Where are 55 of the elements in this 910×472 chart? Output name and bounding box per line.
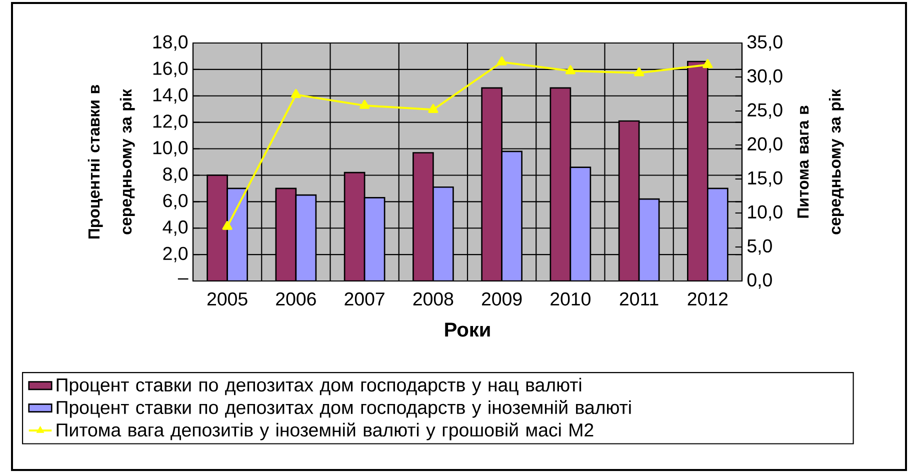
- y2-tick-label: 15,0: [748, 171, 782, 187]
- y-axis-title: Процентні ставки в середньому за рік: [88, 85, 135, 239]
- y-tick-label: 10,0: [153, 141, 188, 156]
- bar: [344, 172, 365, 281]
- x-tick-label: 2011: [620, 292, 658, 306]
- y-tick-label: 2,0: [163, 246, 188, 262]
- legend-label: Питома вага депозитів у іноземній валюті у грошовій масі М2: [56, 422, 594, 440]
- x-tick-label: 2007: [344, 292, 384, 306]
- bar: [550, 88, 570, 281]
- bar: [687, 60, 708, 281]
- bar: [482, 88, 502, 281]
- bar: [570, 167, 590, 281]
- legend-label: Процент ставки по депозитах дом господарств у іноземній валюті: [56, 400, 631, 418]
- x-tick-label: 2006: [276, 292, 316, 306]
- y-tick-label: –: [178, 278, 188, 280]
- bar: [296, 195, 316, 281]
- bar: [413, 152, 434, 281]
- point: [290, 89, 301, 98]
- legend-label: Процент ставки по депозитах дом господарств у нац валюті: [56, 378, 582, 396]
- y2-tick-label: 10,0: [748, 205, 782, 221]
- y-tick-label: 6,0: [163, 194, 188, 210]
- x-tick-label: 2012: [688, 292, 728, 306]
- point: [702, 59, 713, 68]
- bar: [639, 199, 660, 281]
- bar: [707, 188, 728, 281]
- x-tick-label: 2005: [207, 292, 248, 306]
- bar: [276, 188, 296, 281]
- y-tick-label: 14,0: [153, 88, 188, 104]
- y-tick-label: 4,0: [162, 220, 188, 236]
- y2-tick-label: 20,0: [748, 137, 782, 153]
- y2-tick-label: 0,0: [747, 273, 772, 289]
- bar: [619, 121, 640, 281]
- point: [428, 104, 438, 113]
- y-tick-label: 12,0: [153, 114, 188, 130]
- x-tick-label: 2010: [550, 292, 590, 306]
- y-tick-label: 8,0: [163, 168, 188, 183]
- y2-tick-label: 30,0: [747, 69, 782, 85]
- y2-tick-label: 35,0: [747, 35, 782, 51]
- y-tick-label: 16,0: [153, 62, 188, 78]
- point: [565, 65, 576, 74]
- point: [222, 220, 232, 230]
- x-tick-label: 2008: [413, 292, 454, 306]
- y-tick-label: 18,0: [153, 35, 188, 51]
- text: Питома вага в середньому за рік: [798, 89, 844, 234]
- y2-tick-label: 5,0: [747, 239, 772, 255]
- point: [634, 67, 644, 76]
- point: [496, 56, 507, 66]
- point: [360, 100, 370, 109]
- x-axis-title: Роки: [445, 322, 490, 337]
- bar: [433, 187, 454, 281]
- y2-tick-label: 25,0: [748, 103, 782, 119]
- bar: [207, 175, 228, 281]
- bar: [364, 198, 385, 281]
- x-tick-label: 2009: [482, 292, 522, 306]
- bar: [502, 151, 522, 281]
